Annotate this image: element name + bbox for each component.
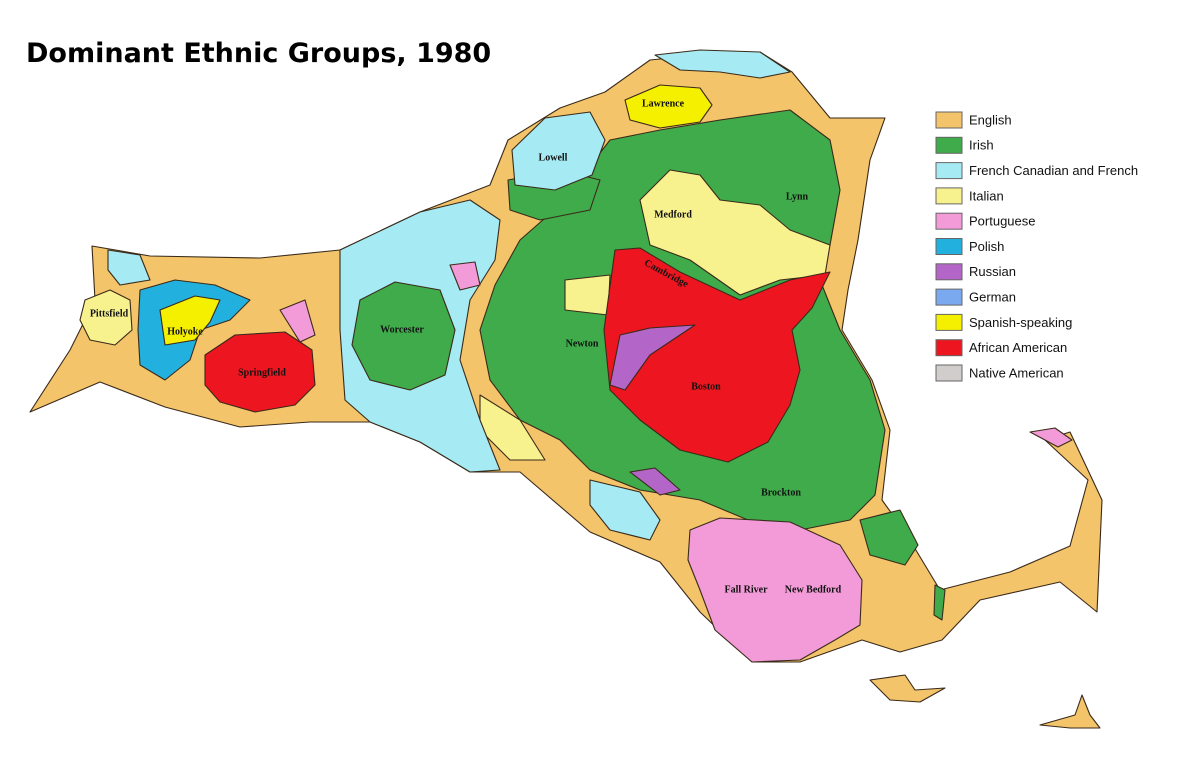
legend-swatch <box>935 238 963 255</box>
region <box>859 509 919 566</box>
place-label: Springfield <box>238 367 286 378</box>
place-label: Newton <box>566 338 599 349</box>
region <box>603 247 831 463</box>
region <box>654 49 791 79</box>
region <box>624 84 713 129</box>
legend-label: Polish <box>969 239 1004 254</box>
region <box>449 261 481 291</box>
legend-swatch <box>935 364 963 382</box>
legend-label: German <box>969 290 1016 305</box>
place-label: Holyoke <box>167 326 203 337</box>
legend-label: Native American <box>969 365 1064 380</box>
region <box>639 169 831 296</box>
place-label: Medford <box>654 209 692 220</box>
legend-label: English <box>969 112 1012 127</box>
legend-swatch <box>935 313 963 331</box>
place-label: Brockton <box>761 487 801 498</box>
legend-label: Irish <box>969 138 994 153</box>
region <box>1039 694 1101 729</box>
place-label: Worcester <box>380 324 424 335</box>
legend-swatch <box>935 162 963 180</box>
legend-label: Spanish-speaking <box>969 315 1072 330</box>
legend: English Irish French Canadian and French It… <box>935 111 1138 382</box>
region <box>159 295 221 346</box>
place-label: Boston <box>691 381 721 392</box>
legend-swatch <box>935 136 963 154</box>
region <box>204 331 316 413</box>
region <box>629 467 681 496</box>
legend-swatch <box>935 263 963 281</box>
region <box>589 479 661 541</box>
place-label: Lawrence <box>642 98 685 109</box>
region <box>687 517 863 663</box>
region <box>107 249 151 286</box>
region <box>279 299 316 343</box>
region <box>1029 427 1073 448</box>
region <box>609 324 696 391</box>
place-label: Lynn <box>786 191 809 202</box>
place-label: New Bedford <box>785 584 842 595</box>
place-label: Lowell <box>539 152 568 163</box>
place-label: Pittsfield <box>90 308 129 319</box>
legend-swatch <box>935 339 963 357</box>
region <box>511 111 606 191</box>
legend-label: French Canadian and French <box>969 163 1138 178</box>
region <box>869 674 946 703</box>
region <box>564 274 611 316</box>
region <box>351 281 456 391</box>
map-title: Dominant Ethnic Groups, 1980 <box>26 38 491 69</box>
region <box>933 584 946 621</box>
legend-label: Russian <box>969 264 1016 279</box>
legend-label: Portuguese <box>969 214 1036 229</box>
legend-label: Italian <box>969 188 1004 203</box>
region <box>79 289 133 346</box>
legend-swatch <box>935 288 963 306</box>
legend-swatch <box>935 111 963 129</box>
legend-swatch <box>935 187 963 205</box>
place-label: Fall River <box>724 584 768 595</box>
legend-swatch <box>935 212 963 230</box>
legend-label: African American <box>969 340 1067 355</box>
